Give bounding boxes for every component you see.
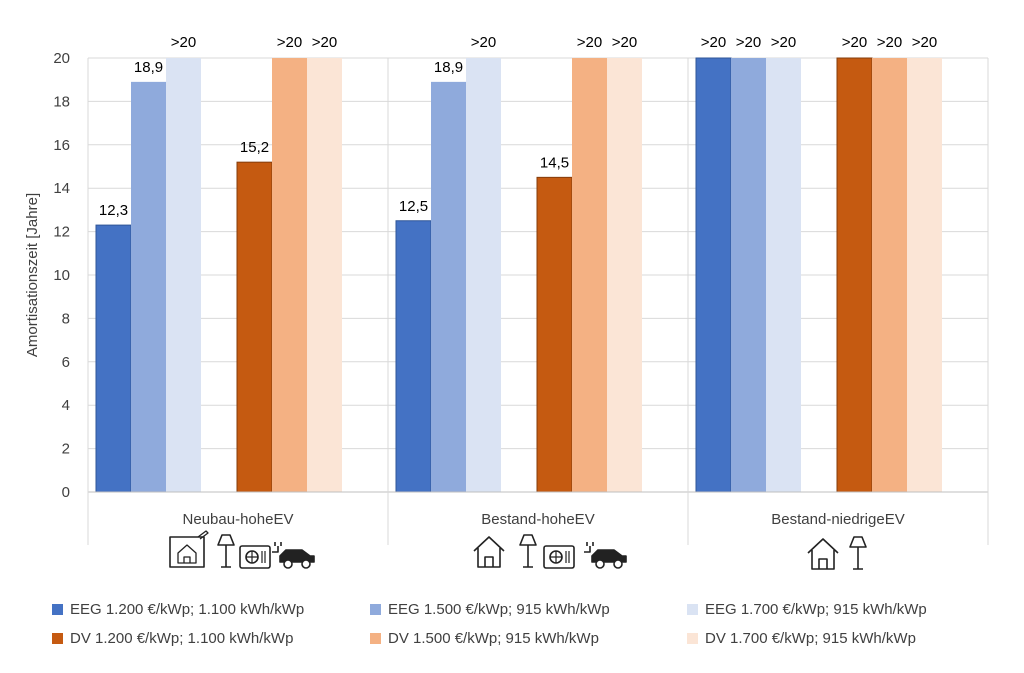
bar bbox=[536, 176, 573, 493]
house-icon bbox=[473, 536, 505, 568]
floor-lamp-icon bbox=[849, 536, 867, 570]
data-label: 18,9 bbox=[434, 59, 463, 76]
data-label: >20 bbox=[701, 34, 726, 51]
data-labels: 12,3 12,5 >20 18,9 18,9 >20 >20 >20 >20 15,2 14,5 >… bbox=[99, 34, 937, 219]
category-label: Bestand-niedrigeEV bbox=[771, 511, 904, 528]
data-label: >20 bbox=[736, 34, 761, 51]
y-tick-label: 0 bbox=[62, 484, 70, 501]
y-tick-label: 20 bbox=[53, 50, 70, 67]
category-label: Bestand-hoheEV bbox=[481, 511, 594, 528]
floorplan-house-icon bbox=[169, 530, 209, 568]
category-labels: Neubau-hoheEV Bestand-hoheEV Bestand-niedr… bbox=[183, 511, 905, 528]
floor-lamp-icon bbox=[217, 534, 235, 568]
data-label: >20 bbox=[577, 34, 602, 51]
data-label: >20 bbox=[277, 34, 302, 51]
y-axis-label: Amortisationszeit [Jahre] bbox=[24, 193, 41, 357]
electric-car-icon bbox=[272, 542, 315, 569]
data-label: 18,9 bbox=[134, 59, 163, 76]
bar bbox=[907, 58, 942, 492]
bar bbox=[836, 57, 873, 493]
bar bbox=[466, 58, 501, 492]
x-axis bbox=[87, 58, 989, 545]
bar bbox=[872, 58, 907, 492]
data-label: 12,3 bbox=[99, 202, 128, 219]
y-tick-label: 14 bbox=[53, 180, 70, 197]
data-label: >20 bbox=[877, 34, 902, 51]
data-label: 14,5 bbox=[540, 154, 569, 171]
y-tick-label: 2 bbox=[62, 441, 70, 458]
category-label: Neubau-hoheEV bbox=[183, 511, 294, 528]
heat-pump-icon bbox=[239, 545, 271, 569]
bar bbox=[731, 58, 766, 492]
y-axis-ticks: 0 2 4 6 8 10 12 14 16 18 20 bbox=[53, 50, 70, 501]
floor-lamp-icon bbox=[519, 534, 537, 568]
data-label: >20 bbox=[171, 34, 196, 51]
bar bbox=[607, 58, 642, 492]
heat-pump-icon bbox=[543, 545, 575, 569]
bar bbox=[95, 224, 132, 493]
y-tick-label: 4 bbox=[62, 397, 70, 414]
bar bbox=[395, 220, 432, 493]
bars bbox=[95, 57, 942, 493]
bar bbox=[766, 58, 801, 492]
y-tick-label: 10 bbox=[53, 267, 70, 284]
electric-car-icon bbox=[584, 542, 627, 569]
y-tick-label: 18 bbox=[53, 93, 70, 110]
data-label: >20 bbox=[912, 34, 937, 51]
y-tick-label: 16 bbox=[53, 137, 70, 154]
category-icons bbox=[169, 530, 867, 570]
bar bbox=[166, 58, 201, 492]
data-label: >20 bbox=[771, 34, 796, 51]
bar bbox=[272, 58, 307, 492]
bar bbox=[307, 58, 342, 492]
bar bbox=[431, 81, 466, 493]
data-label: 15,2 bbox=[240, 139, 269, 156]
bar bbox=[236, 161, 273, 493]
y-tick-label: 6 bbox=[62, 354, 70, 371]
y-tick-label: 8 bbox=[62, 310, 70, 327]
bar bbox=[131, 81, 166, 493]
data-label: >20 bbox=[312, 34, 337, 51]
bar bbox=[695, 57, 732, 493]
bar bbox=[572, 58, 607, 492]
y-tick-label: 12 bbox=[53, 224, 70, 241]
data-label: >20 bbox=[842, 34, 867, 51]
data-label: >20 bbox=[471, 34, 496, 51]
data-label: 12,5 bbox=[399, 198, 428, 215]
house-icon bbox=[807, 538, 839, 570]
data-label: >20 bbox=[612, 34, 637, 51]
